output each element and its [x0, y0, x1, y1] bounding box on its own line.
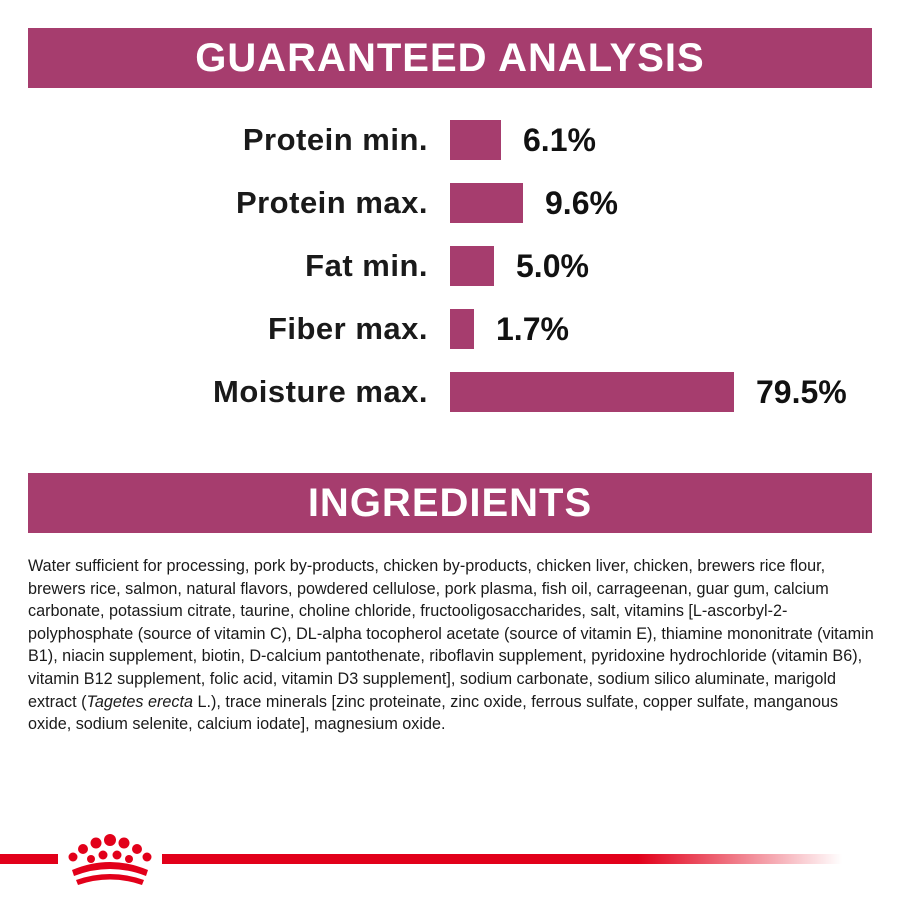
analysis-label: Protein max. — [235, 185, 428, 220]
analysis-row: Protein min. 6.1% — [0, 118, 900, 162]
ingredients-title: INGREDIENTS — [307, 480, 593, 525]
footer-line-left — [0, 854, 58, 864]
ingredients-text: Water sufficient for processing, pork by… — [28, 555, 878, 736]
analysis-bar — [450, 183, 523, 223]
analysis-row: Protein max. 9.6% — [0, 181, 900, 225]
analysis-bar — [450, 246, 494, 286]
analysis-bar — [450, 120, 501, 160]
analysis-label: Moisture max. — [213, 374, 428, 409]
ingredients-text-italic: Tagetes erecta — [86, 692, 193, 711]
analysis-label: Protein min. — [242, 122, 428, 157]
guaranteed-analysis-banner: GUARANTEED ANALYSIS — [28, 28, 872, 88]
ingredients-banner: INGREDIENTS — [28, 473, 872, 533]
analysis-row: Fat min. 5.0% — [0, 244, 900, 288]
footer-line-right — [162, 854, 842, 864]
analysis-value: 1.7% — [496, 311, 569, 347]
ingredients-text-part2: L.), trace minerals [zinc proteinate, zi… — [28, 692, 839, 734]
analysis-bar — [450, 372, 734, 412]
analysis-bar — [450, 309, 474, 349]
analysis-label: Fat min. — [305, 248, 428, 283]
analysis-value: 6.1% — [523, 122, 596, 158]
analysis-value: 79.5% — [756, 374, 847, 410]
analysis-value: 5.0% — [516, 248, 589, 284]
analysis-value: 9.6% — [545, 185, 618, 221]
ingredients-text-part1: Water sufficient for processing, pork by… — [28, 557, 874, 711]
analysis-row: Moisture max. 79.5% — [0, 370, 900, 414]
analysis-label: Fiber max. — [267, 311, 428, 346]
guaranteed-analysis-title: GUARANTEED ANALYSIS — [195, 35, 705, 80]
royal-crown-icon — [68, 834, 152, 885]
analysis-row: Fiber max. 1.7% — [0, 307, 900, 351]
